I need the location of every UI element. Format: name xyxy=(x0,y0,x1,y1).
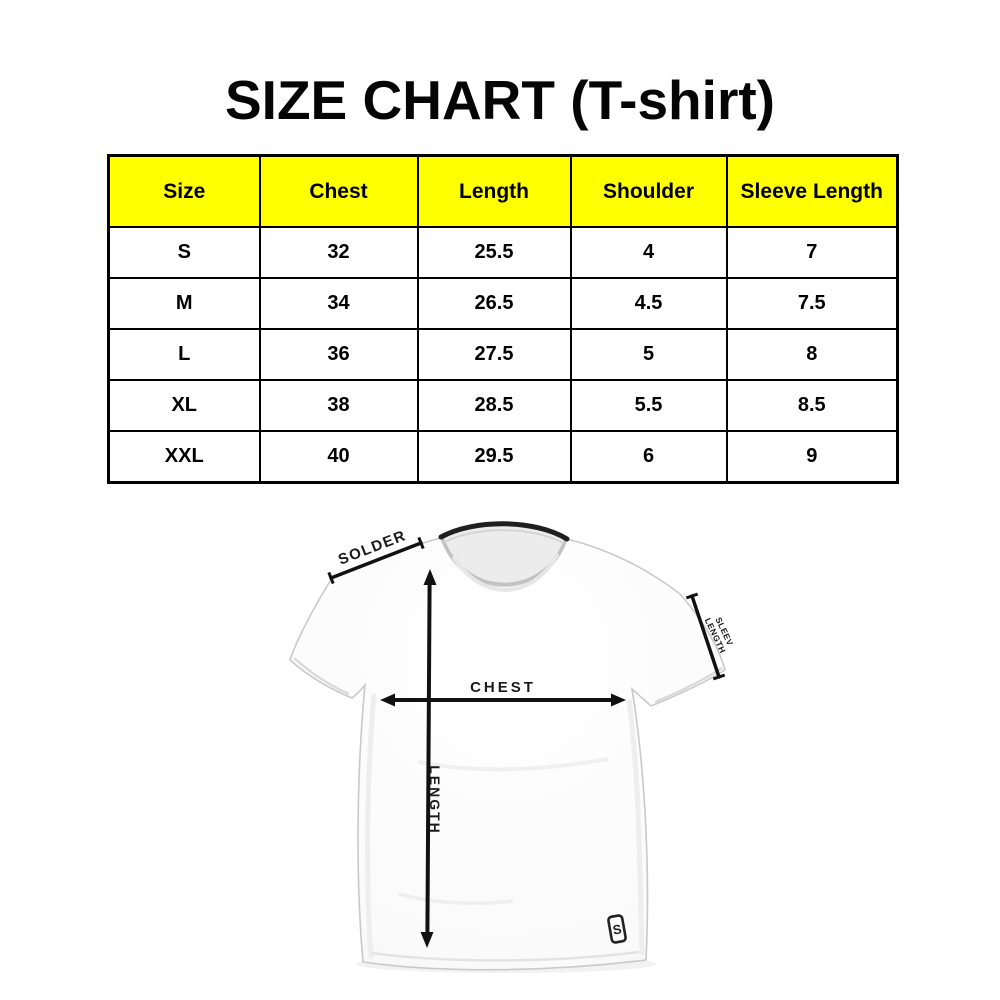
cell-sleeve-length: 7 xyxy=(725,226,899,279)
chest-label: CHEST xyxy=(470,679,536,696)
brand-logo-letter: S xyxy=(612,921,623,937)
cell-sleeve-length: 7.5 xyxy=(725,277,899,330)
cell-chest: 36 xyxy=(258,328,419,381)
cell-size: S xyxy=(107,226,261,279)
cell-size: L xyxy=(107,328,261,381)
cell-chest: 40 xyxy=(258,430,419,484)
right-side-shading xyxy=(626,699,645,956)
chest-wrinkle xyxy=(417,757,609,772)
neck-opening xyxy=(441,525,567,587)
tshirt-diagram: SOLDER LENGTH CHEST SLEEV LENGTH S xyxy=(278,512,748,992)
table-row: M 34 26.5 4.5 7.5 xyxy=(107,277,899,330)
column-header-length: Length xyxy=(416,154,572,228)
cell-sleeve-length: 8 xyxy=(725,328,899,381)
table-row: L 36 27.5 5 8 xyxy=(107,328,899,381)
waist-wrinkle xyxy=(397,892,514,905)
cell-chest: 32 xyxy=(258,226,419,279)
column-header-size: Size xyxy=(107,154,261,228)
hem-stitch-line xyxy=(370,950,640,962)
cell-shoulder: 5 xyxy=(569,328,728,381)
left-sleeve-hem xyxy=(293,657,350,696)
column-header-shoulder: Shoulder xyxy=(569,154,728,228)
table-header-row: Size Chest Length Shoulder Sleeve Length xyxy=(107,154,899,228)
cell-shoulder: 4.5 xyxy=(569,277,728,330)
size-table: Size Chest Length Shoulder Sleeve Length… xyxy=(107,154,899,484)
table-row: S 32 25.5 4 7 xyxy=(107,226,899,279)
brand-logo-tag: S xyxy=(607,914,627,944)
table-row: XXL 40 29.5 6 9 xyxy=(107,430,899,484)
cell-size: XL xyxy=(107,379,261,432)
cell-length: 25.5 xyxy=(416,226,572,279)
cell-shoulder: 5.5 xyxy=(569,379,728,432)
cell-size: XXL xyxy=(107,430,261,484)
shoulder-dimension xyxy=(327,536,425,585)
cell-length: 26.5 xyxy=(416,277,572,330)
cell-length: 29.5 xyxy=(416,430,572,484)
cell-sleeve-length: 8.5 xyxy=(725,379,899,432)
left-side-shading xyxy=(365,693,377,959)
tshirt-measurement-illustration: SOLDER LENGTH CHEST SLEEV LENGTH S xyxy=(289,521,735,973)
column-header-sleeve-length: Sleeve Length xyxy=(725,154,899,228)
table-row: XL 38 28.5 5.5 8.5 xyxy=(107,379,899,432)
collar-band-highlight xyxy=(444,529,564,544)
column-header-chest: Chest xyxy=(258,154,419,228)
collar-band xyxy=(438,521,570,542)
page-title: SIZE CHART (T-shirt) xyxy=(225,69,775,131)
length-label: LENGTH xyxy=(427,765,443,835)
cell-chest: 34 xyxy=(258,277,419,330)
cell-size: M xyxy=(107,277,261,330)
cell-shoulder: 6 xyxy=(569,430,728,484)
neckline-shadow xyxy=(452,553,559,592)
cell-length: 27.5 xyxy=(416,328,572,381)
cell-sleeve-length: 9 xyxy=(725,430,899,484)
sleeve-dimension xyxy=(685,592,726,681)
tshirt-outline xyxy=(289,537,726,971)
cell-chest: 38 xyxy=(258,379,419,432)
cell-shoulder: 4 xyxy=(569,226,728,279)
cell-length: 28.5 xyxy=(416,379,572,432)
length-arrow xyxy=(420,569,437,948)
chest-arrow xyxy=(380,693,626,707)
